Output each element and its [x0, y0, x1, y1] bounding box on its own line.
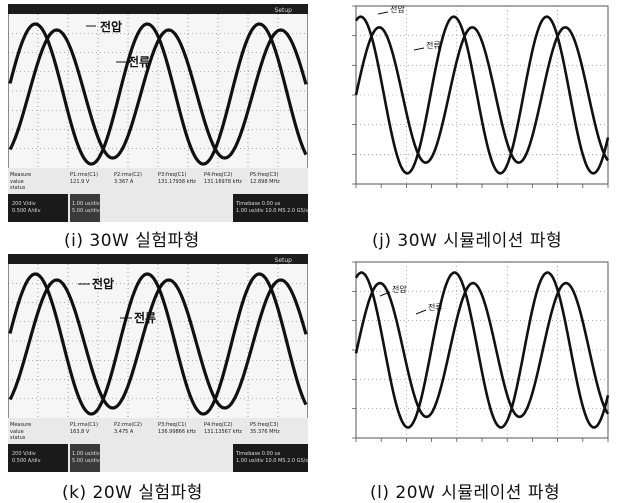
caption-i: (i) 30W 실험파형	[64, 231, 200, 251]
sim-axis-ticks	[352, 261, 609, 442]
measure-header: Measure	[10, 422, 31, 428]
sim-plot-l: 전압 전류	[340, 256, 612, 470]
scope-screen-i: Setup 전압 전류 Measure P1:rms(C1) P2:rms(C2) P…	[7, 3, 309, 223]
caption-k: (k) 20W 실험파형	[62, 483, 203, 503]
voltage-label: 전압	[392, 284, 407, 294]
footer-right: Timebase 0.00 us 1.00 us/div 10.0 MS 2.0 …	[235, 201, 308, 214]
timebase-box	[233, 194, 308, 222]
channel-info-box	[8, 194, 68, 222]
voltage-waveform	[8, 22, 308, 166]
voltage-waveform	[354, 271, 610, 429]
voltage-label: 전압	[100, 19, 122, 34]
measure-value: 131.13567 kHz	[204, 429, 242, 435]
measure-values: value 121.9 V 3.367 A 131.17938 kHz 131.1697…	[10, 179, 280, 185]
measure-header: P4:freq(C2)	[204, 422, 232, 428]
measure-value: 3.475 A	[114, 429, 134, 435]
channel-info-box	[8, 444, 68, 472]
measure-value: 131.16978 kHz	[204, 179, 242, 185]
footer-left: 200 V/div 0.500 A/div	[12, 451, 41, 464]
caption-l: (l) 20W 시뮬레이션 파형	[370, 483, 561, 503]
measure-header: P3:freq(C1)	[158, 172, 186, 178]
measure-value: 121.9 V	[70, 179, 90, 185]
measure-value: 12.898 MHz	[250, 179, 280, 185]
measure-value: value	[10, 429, 24, 435]
timebase-box	[233, 444, 308, 472]
measure-header: Measure	[10, 172, 31, 178]
scope-screen-k: Setup 전압 전류 Measure P1:rms(C1) P2:rms(C2) P…	[7, 253, 309, 473]
current-label: 전류	[426, 40, 441, 50]
current-waveform	[354, 281, 610, 419]
current-label: 전류	[128, 54, 150, 69]
footer-mid: 1.00 us/div 5.00 us/div	[72, 451, 100, 464]
measure-values: value 163.8 V 3.475 A 136.99866 kHz 131.1356…	[10, 429, 280, 435]
measure-header: P3:freq(C1)	[158, 422, 186, 428]
sim-axis-ticks	[352, 5, 609, 188]
voltage-waveform	[8, 272, 308, 416]
footer-right: Timebase 0.00 us 1.00 us/div 10.0 MS 2.0 …	[235, 451, 308, 464]
scope-panel-k: Setup 전압 전류 Measure P1:rms(C1) P2:rms(C2) P…	[7, 253, 309, 473]
measure-header: P1:rms(C1)	[70, 172, 98, 178]
voltage-waveform	[354, 15, 610, 175]
status-row: status	[10, 185, 26, 191]
scope-top-bar	[8, 254, 308, 264]
sim-plot-j: 전압 전류	[340, 0, 612, 216]
measure-header: P2:rms(C2)	[114, 422, 142, 428]
measure-value: 163.8 V	[70, 429, 90, 435]
measure-header: P5:freq(C3)	[250, 172, 278, 178]
current-waveform	[8, 278, 308, 410]
sim-panel-j: 전압 전류	[340, 0, 612, 216]
measure-value: 35.376 MHz	[250, 429, 280, 435]
sim-grid	[356, 6, 608, 184]
current-label: 전류	[428, 302, 443, 312]
current-waveform	[8, 28, 308, 160]
measure-header: P5:freq(C3)	[250, 422, 278, 428]
measure-value: 136.99866 kHz	[158, 429, 196, 435]
setup-label: Setup	[275, 257, 293, 264]
measure-header: P1:rms(C1)	[70, 422, 98, 428]
scope-panel-i: Setup 전압 전류 Measure P1:rms(C1) P2:rms(C2) P…	[7, 3, 309, 223]
measure-headers: Measure P1:rms(C1) P2:rms(C2) P3:freq(C1) P4…	[10, 172, 278, 178]
scope-top-bar	[8, 4, 308, 14]
sim-grid	[356, 262, 608, 438]
footer-mid: 1.00 us/div 5.00 us/div	[72, 201, 100, 214]
status-row: status	[10, 435, 26, 441]
current-label: 전류	[134, 310, 156, 325]
setup-label: Setup	[275, 7, 293, 14]
measure-header: P4:freq(C2)	[204, 172, 232, 178]
measure-value: value	[10, 179, 24, 185]
footer-left: 200 V/div 0.500 A/div	[12, 201, 41, 214]
sim-panel-l: 전압 전류	[340, 256, 612, 470]
measure-header: P2:rms(C2)	[114, 172, 142, 178]
current-waveform	[354, 26, 610, 164]
measure-value: 131.17938 kHz	[158, 179, 196, 185]
voltage-label: 전압	[390, 4, 405, 14]
voltage-label: 전압	[92, 276, 114, 291]
measure-headers: Measure P1:rms(C1) P2:rms(C2) P3:freq(C1) P4…	[10, 422, 278, 428]
measure-value: 3.367 A	[114, 179, 134, 185]
caption-j: (j) 30W 시뮬레이션 파형	[372, 231, 563, 251]
